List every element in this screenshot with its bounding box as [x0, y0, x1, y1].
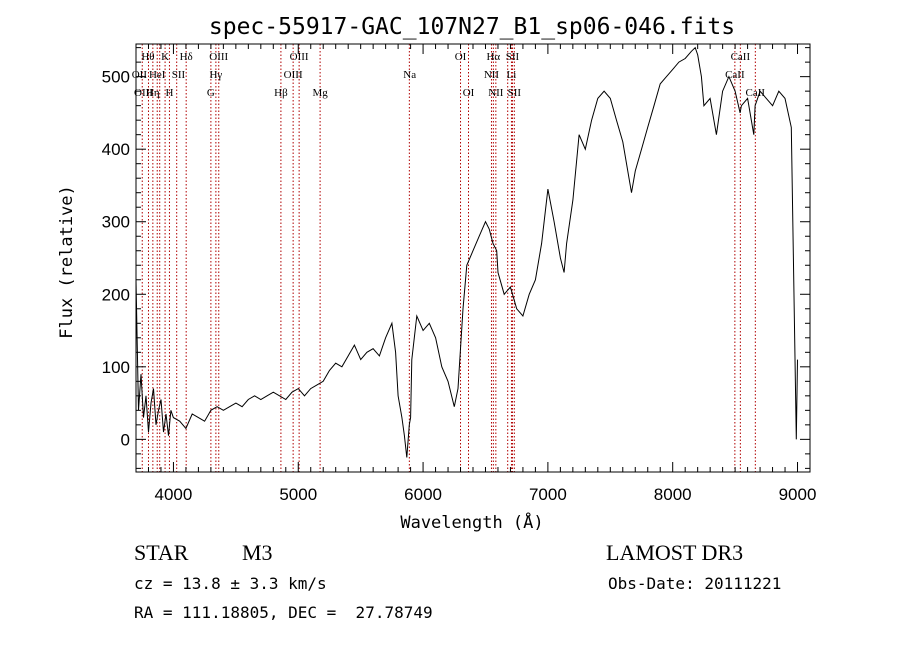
line-label: Hα — [486, 51, 500, 63]
line-label: OIII — [209, 51, 228, 63]
y-tick-label: 300 — [102, 213, 130, 232]
line-label: NII — [488, 87, 504, 99]
line-label: H — [165, 87, 173, 99]
y-tick-label: 100 — [102, 358, 130, 377]
y-tick-label: 0 — [121, 430, 130, 449]
line-label: K — [161, 51, 169, 63]
line-label: Li — [507, 69, 517, 81]
y-axis-ticks: 0 100 200 300 400 500 — [102, 47, 810, 469]
x-tick-label: 9000 — [779, 485, 817, 504]
x-tick-label: 6000 — [404, 485, 442, 504]
line-label: G — [207, 87, 215, 99]
line-label: OI — [463, 87, 475, 99]
obs-date: Obs-Date: 20111221 — [608, 574, 782, 593]
x-tick-label: 4000 — [155, 485, 193, 504]
line-label: CaII — [725, 69, 745, 81]
line-label: Hδ — [180, 51, 193, 63]
emission-line-labels: Hθ K Hδ OIII OIII OI Hα SII CaII OII HeI SII Hγ OIII N… — [132, 51, 766, 99]
y-tick-label: 200 — [102, 285, 130, 304]
line-label: NII — [484, 69, 500, 81]
line-label: CaII — [746, 87, 766, 99]
x-axis-label: Wavelength (Å) — [400, 511, 543, 533]
line-label: OIII — [290, 51, 309, 63]
y-tick-label: 500 — [102, 68, 130, 87]
line-label: Hβ — [274, 87, 288, 99]
line-label: Hθ — [141, 51, 154, 63]
plot-frame — [135, 43, 811, 473]
x-tick-label: 8000 — [654, 485, 692, 504]
line-label: OII — [132, 69, 148, 81]
line-label: CaII — [731, 51, 751, 63]
line-label: Na — [403, 69, 416, 81]
x-tick-label: 7000 — [529, 485, 567, 504]
line-label: Hη — [146, 87, 160, 99]
chart-title: spec-55917-GAC_107N27_B1_sp06-046.fits — [209, 14, 735, 40]
line-label: Mg — [312, 87, 328, 99]
line-label: OIII — [284, 69, 303, 81]
spectrum-line — [135, 46, 798, 458]
line-label: HeI — [149, 69, 166, 81]
object-subclass: M3 — [242, 540, 273, 565]
y-tick-label: 400 — [102, 140, 130, 159]
line-label: SII — [506, 51, 520, 63]
object-class: STAR — [134, 540, 189, 565]
line-label: Hγ — [209, 69, 222, 81]
line-label: SII — [508, 87, 522, 99]
emission-line-markers — [141, 44, 756, 472]
line-label: SII — [172, 69, 186, 81]
y-axis-label: Flux (relative) — [57, 185, 77, 339]
survey-name: LAMOST DR3 — [606, 540, 744, 565]
line-label: OIII — [134, 87, 153, 99]
line-label: OI — [455, 51, 467, 63]
coordinates: RA = 111.18805, DEC = 27.78749 — [134, 603, 433, 622]
x-tick-label: 5000 — [279, 485, 317, 504]
redshift-value: cz = 13.8 ± 3.3 km/s — [134, 574, 327, 593]
x-axis-ticks: 4000 5000 6000 7000 8000 9000 — [135, 44, 817, 504]
